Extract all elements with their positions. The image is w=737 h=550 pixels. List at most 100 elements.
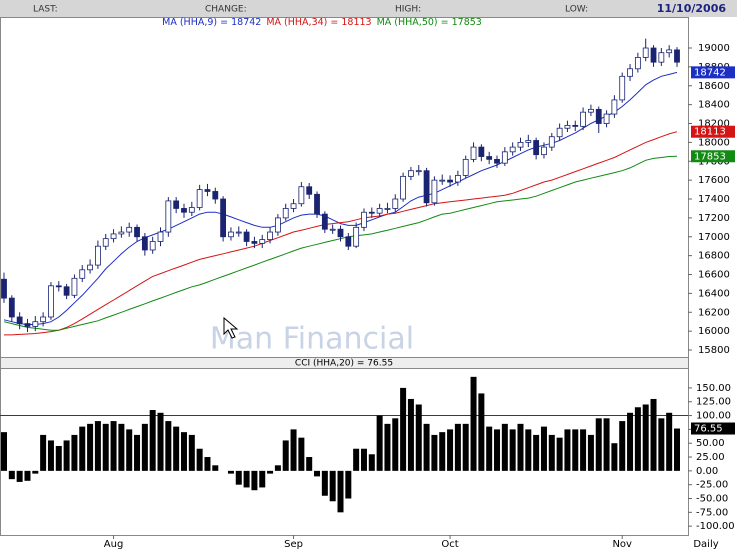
y-tick-label: 25.00 bbox=[696, 452, 725, 463]
cci-bar bbox=[71, 434, 78, 471]
cci-bar bbox=[345, 470, 352, 499]
cci-bar bbox=[556, 437, 563, 471]
y-tick-label: 16000 bbox=[698, 326, 730, 337]
cci-bar bbox=[306, 457, 313, 471]
candle-body bbox=[408, 170, 414, 177]
y-tick-label: 17000 bbox=[698, 232, 730, 243]
y-tick-label: 100.00 bbox=[696, 411, 731, 422]
candle-body bbox=[454, 175, 461, 183]
cci-bar bbox=[564, 429, 571, 471]
y-tick-label: -25.00 bbox=[696, 480, 728, 491]
header-label: LAST: bbox=[33, 5, 58, 15]
cci-bar bbox=[650, 398, 657, 471]
candle-body bbox=[392, 198, 399, 209]
candle-body bbox=[564, 124, 571, 129]
cci-bar bbox=[595, 418, 602, 471]
header-label: LOW: bbox=[565, 5, 588, 15]
y-tick-label: 0.00 bbox=[696, 466, 718, 477]
cci-bar bbox=[63, 440, 70, 471]
cci-bar bbox=[627, 412, 634, 471]
cci-bar bbox=[314, 470, 321, 477]
cci-bar bbox=[141, 423, 148, 471]
cci-bar bbox=[666, 412, 673, 471]
cci-bar bbox=[470, 376, 477, 471]
cci-bar bbox=[509, 429, 516, 471]
cci-bar bbox=[587, 434, 594, 471]
value-tag-box bbox=[691, 150, 735, 163]
candle-body bbox=[16, 316, 23, 324]
cci-bar bbox=[126, 429, 133, 471]
cci-title: CCI (HHA,20) = 76.55 bbox=[295, 359, 393, 369]
candle-body bbox=[462, 158, 469, 176]
candle-body bbox=[580, 111, 586, 127]
candle-body bbox=[400, 175, 407, 200]
value-tag: 17853 bbox=[694, 151, 726, 162]
cci-bar bbox=[415, 404, 422, 471]
candle-body bbox=[368, 211, 375, 214]
cci-bar bbox=[329, 470, 336, 502]
value-tag: 76.55 bbox=[694, 424, 723, 435]
candle-body bbox=[149, 241, 156, 251]
candle-body bbox=[32, 321, 39, 327]
y-tick-label: 16800 bbox=[698, 251, 730, 262]
candle-body bbox=[55, 285, 62, 288]
candle-body bbox=[321, 213, 328, 230]
candle-body bbox=[556, 127, 563, 138]
candle-body bbox=[509, 146, 516, 153]
legend: MA (HHA,9) = 18742 MA (HHA,34) = 18113 MA … bbox=[162, 17, 482, 28]
cci-bar bbox=[79, 426, 86, 471]
candle-body bbox=[611, 99, 618, 115]
y-tick-label: 16600 bbox=[698, 270, 730, 281]
candle-body bbox=[439, 179, 446, 182]
cci-bar bbox=[16, 470, 23, 482]
candle-body bbox=[423, 170, 430, 204]
y-tick-label: -75.00 bbox=[696, 507, 728, 518]
candle-body bbox=[118, 231, 125, 235]
cci-bar bbox=[674, 428, 680, 471]
y-tick-label: 19000 bbox=[698, 43, 730, 54]
candle-body bbox=[95, 245, 101, 266]
cci-bar bbox=[603, 418, 610, 471]
y-tick-label: 50.00 bbox=[696, 438, 725, 449]
candle-body bbox=[634, 57, 641, 70]
candle-body bbox=[267, 231, 273, 240]
value-tag: 18742 bbox=[694, 67, 726, 78]
cci-panel-frame bbox=[0, 368, 689, 536]
cci-bar bbox=[188, 434, 195, 471]
candle-body bbox=[1, 278, 7, 299]
y-tick-label: 18200 bbox=[698, 119, 730, 130]
cci-bar bbox=[24, 470, 31, 481]
value-tag-box bbox=[691, 66, 735, 79]
legend-entry: MA (HHA,50) = 17853 bbox=[377, 17, 482, 28]
candle-body bbox=[48, 285, 54, 318]
candle-body bbox=[329, 228, 336, 231]
cci-bar bbox=[400, 387, 407, 471]
cci-bar bbox=[157, 412, 164, 471]
candle-body bbox=[157, 231, 164, 242]
y-tick-label: 16200 bbox=[698, 307, 730, 318]
cci-bar bbox=[368, 454, 375, 471]
cci-bar bbox=[376, 415, 383, 471]
cci-bar bbox=[486, 426, 493, 471]
candle-body bbox=[415, 170, 422, 173]
cci-bar bbox=[134, 434, 141, 471]
candle-body bbox=[259, 239, 266, 244]
cci-bar bbox=[580, 429, 587, 471]
candle-body bbox=[517, 141, 524, 148]
candle-body bbox=[431, 179, 438, 204]
candle-body bbox=[666, 49, 673, 54]
candle-body bbox=[533, 140, 540, 156]
candle-body bbox=[290, 203, 297, 209]
candle-body bbox=[650, 47, 657, 63]
candle-body bbox=[24, 323, 31, 327]
cci-bar bbox=[251, 470, 258, 491]
candle-body bbox=[251, 241, 258, 244]
candle-body bbox=[619, 75, 626, 101]
x-tick-label: Sep bbox=[284, 539, 303, 550]
candle-body bbox=[220, 198, 227, 238]
candle-body bbox=[548, 136, 555, 148]
candle-body bbox=[345, 236, 352, 247]
cci-bar bbox=[267, 470, 274, 474]
cci-bar bbox=[517, 423, 524, 471]
